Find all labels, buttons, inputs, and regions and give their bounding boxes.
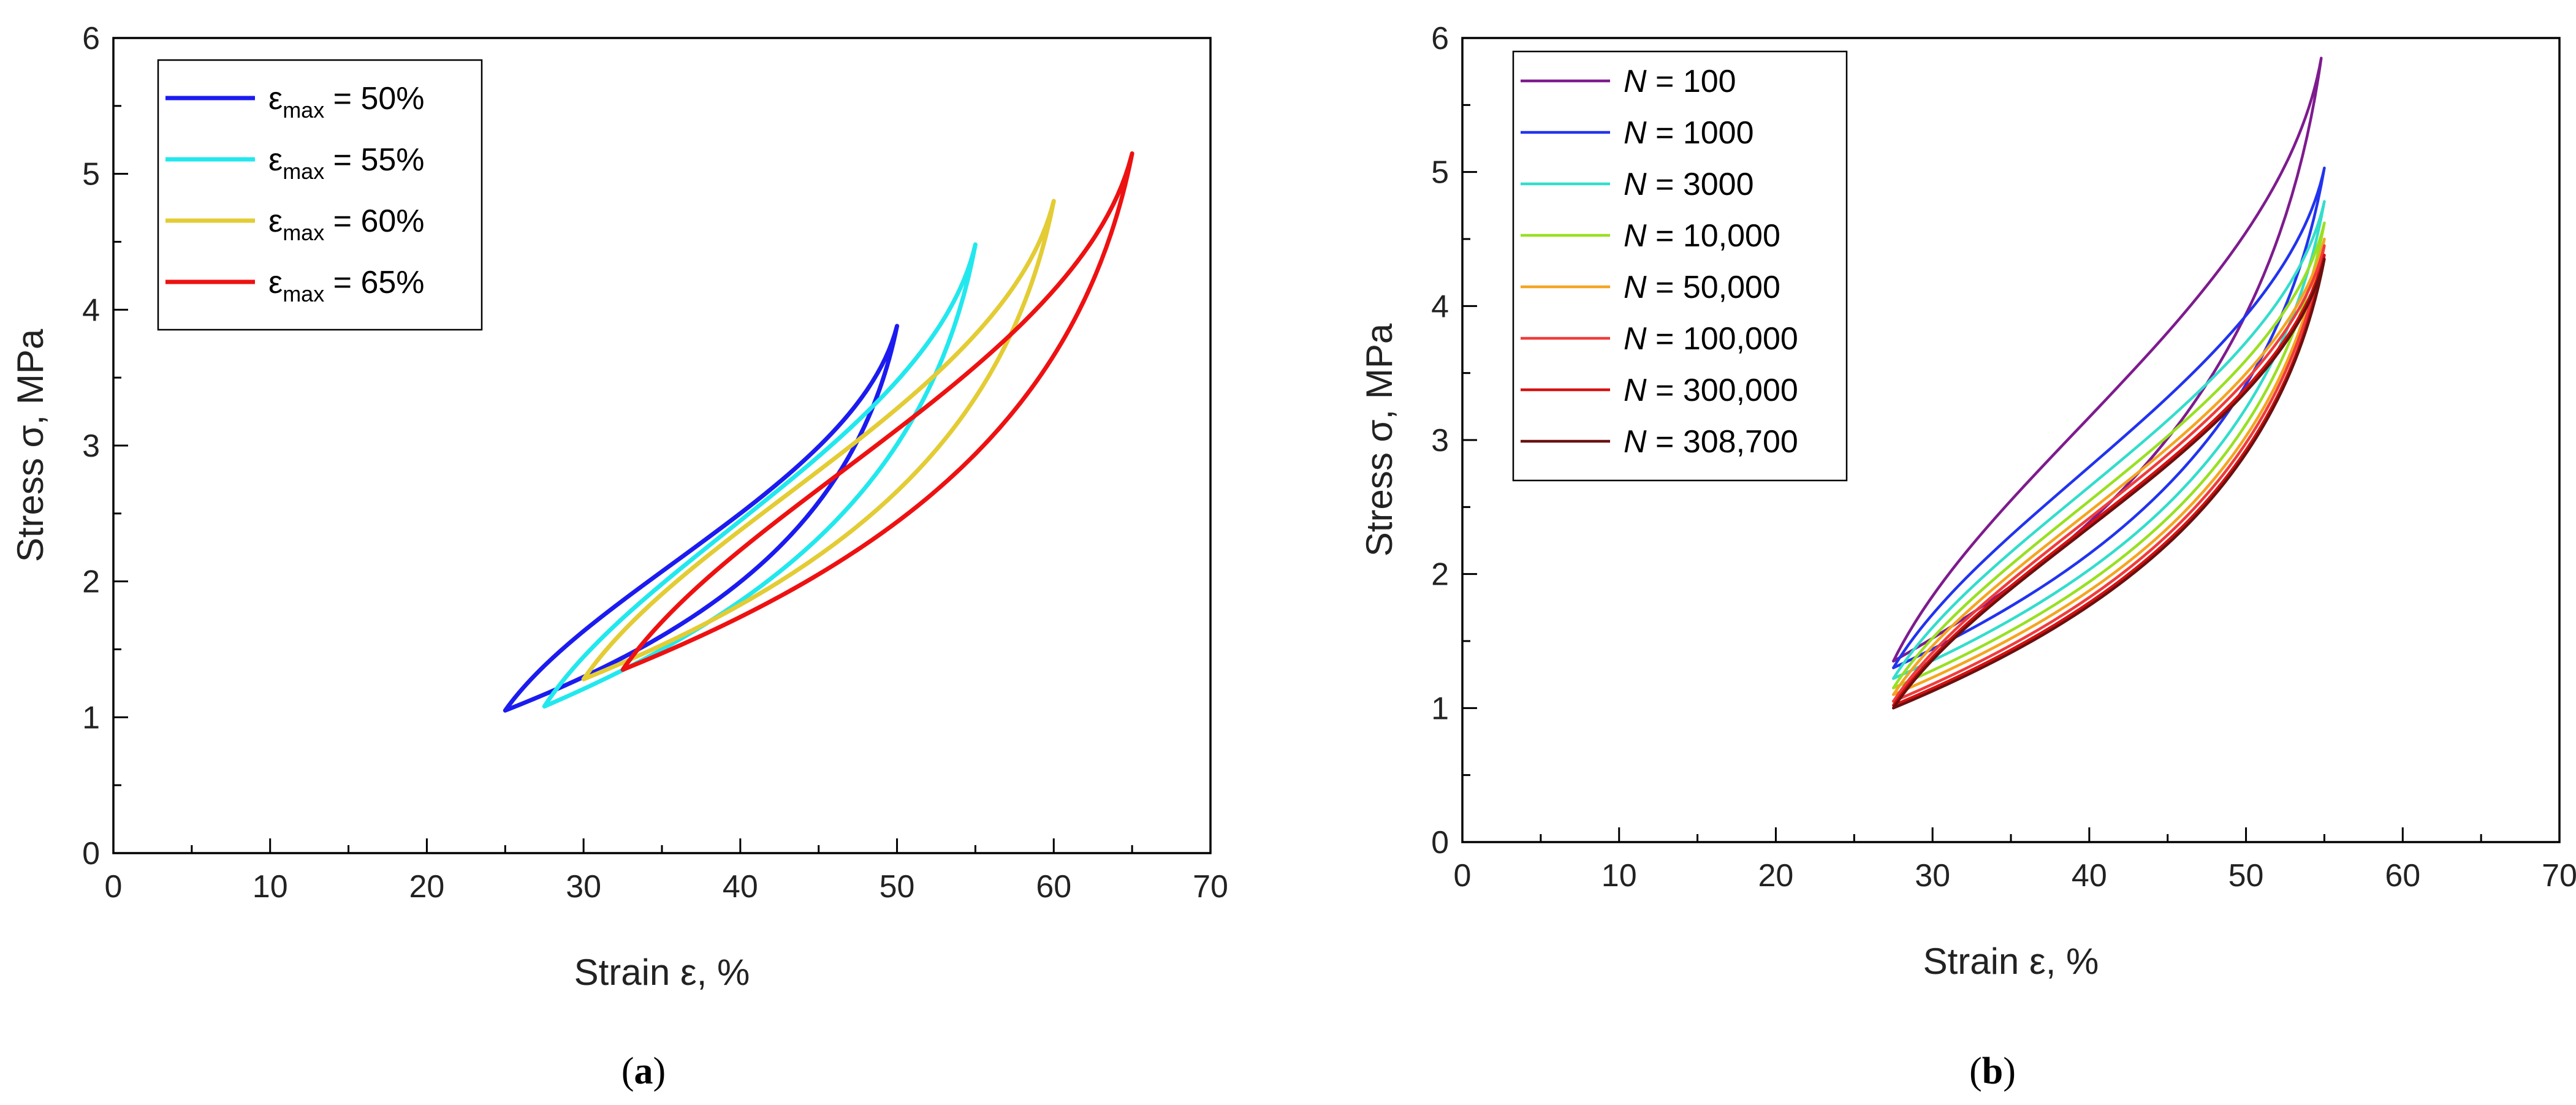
series-loop-5 [1891,244,2326,703]
legend: N = 100 N = 1000 N = 3000 N = 10,000 N = 50,… [1512,50,1848,482]
legend-label: N = 3000 [1624,167,1754,202]
x-tick-label: 10 [253,869,288,905]
series-loop-1 [1891,166,2326,669]
x-tick-label: 10 [1601,858,1637,894]
y-axis-title: Stress σ, MPa [10,328,51,562]
legend-label: N = 100 [1624,64,1736,99]
chart-b-svg: 0 10 20 30 40 50 60 70 0 1 2 3 4 5 6 Strain ε, % Stress … [1359,21,2576,1092]
y-tick-label: 6 [82,21,100,56]
series-group [503,151,1134,713]
x-tick-label: 50 [2228,858,2264,894]
legend: εmax = 50% εmax = 55% εmax = 60% εmax = 65% [157,59,483,331]
series-loop-0 [1891,56,2323,663]
legend-label: N = 300,000 [1624,373,1798,408]
legend-label: εmax = 60% [268,203,425,245]
series-loop-2 [581,199,1056,682]
y-tick-label: 1 [1431,691,1449,726]
legend-label: N = 50,000 [1624,270,1780,305]
x-tick-label: 40 [2072,858,2107,894]
legend-label: εmax = 50% [268,81,425,123]
series-loop-6 [1891,253,2326,707]
series-loop-0 [503,324,900,713]
series-loop-3 [620,151,1134,672]
series-loop-4 [1891,237,2326,696]
x-tick-label: 20 [409,869,445,905]
legend-label: εmax = 65% [268,265,425,306]
x-tick-label: 20 [1758,858,1794,894]
panel-caption: (b) [1969,1050,2016,1092]
chart-panel-b: 0 10 20 30 40 50 60 70 0 1 2 3 4 5 6 Strain ε, % Stress … [1288,0,2576,1105]
y-tick-label: 1 [82,700,100,735]
x-axis-title: Strain ε, % [574,952,750,993]
x-tick-label: 0 [105,869,123,905]
series-loop-7 [1891,257,2326,710]
x-tick-label: 70 [1193,869,1228,905]
y-tick-label: 3 [82,428,100,464]
series-group [1891,56,2326,710]
x-axis-title: Strain ε, % [1923,941,2099,982]
legend-label: N = 308,700 [1624,424,1798,460]
x-tick-label: 60 [1036,869,1071,905]
x-tick-label: 30 [566,869,601,905]
series-loop-1 [542,242,978,709]
x-tick-label: 0 [1454,858,1472,894]
x-tick-label: 70 [2542,858,2576,894]
y-tick-label: 2 [1431,557,1449,593]
y-tick-label: 5 [1431,155,1449,191]
x-tick-label: 50 [880,869,915,905]
y-tick-label: 4 [1431,289,1449,324]
y-tick-label: 5 [82,157,100,192]
x-tick-label: 30 [1915,858,1950,894]
legend-label: N = 100,000 [1624,321,1798,357]
panel-caption: (a) [621,1050,666,1092]
x-tick-label: 60 [2385,858,2420,894]
y-tick-label: 0 [1431,825,1449,860]
legend-label: N = 1000 [1624,115,1754,151]
series-loop-2 [1891,200,2326,680]
legend-box [1512,50,1848,482]
series-loop-3 [1891,221,2326,689]
y-tick-label: 3 [1431,423,1449,458]
y-tick-label: 2 [82,564,100,600]
legend-label: εmax = 55% [268,142,425,184]
legend-box [157,59,483,331]
chart-panel-a: 0 10 20 30 40 50 60 70 0 1 2 3 4 5 6 Strain ε, % Stress … [10,21,1228,1092]
chart-a-svg: 0 10 20 30 40 50 60 70 0 1 2 3 4 5 6 Strain ε, % Stress … [10,21,1228,1092]
y-tick-label: 6 [1431,21,1449,56]
y-tick-label: 0 [82,836,100,871]
y-tick-label: 4 [82,292,100,328]
x-tick-label: 40 [723,869,758,905]
y-axis-title: Stress σ, MPa [1359,323,1400,556]
legend-label: N = 10,000 [1624,218,1780,254]
